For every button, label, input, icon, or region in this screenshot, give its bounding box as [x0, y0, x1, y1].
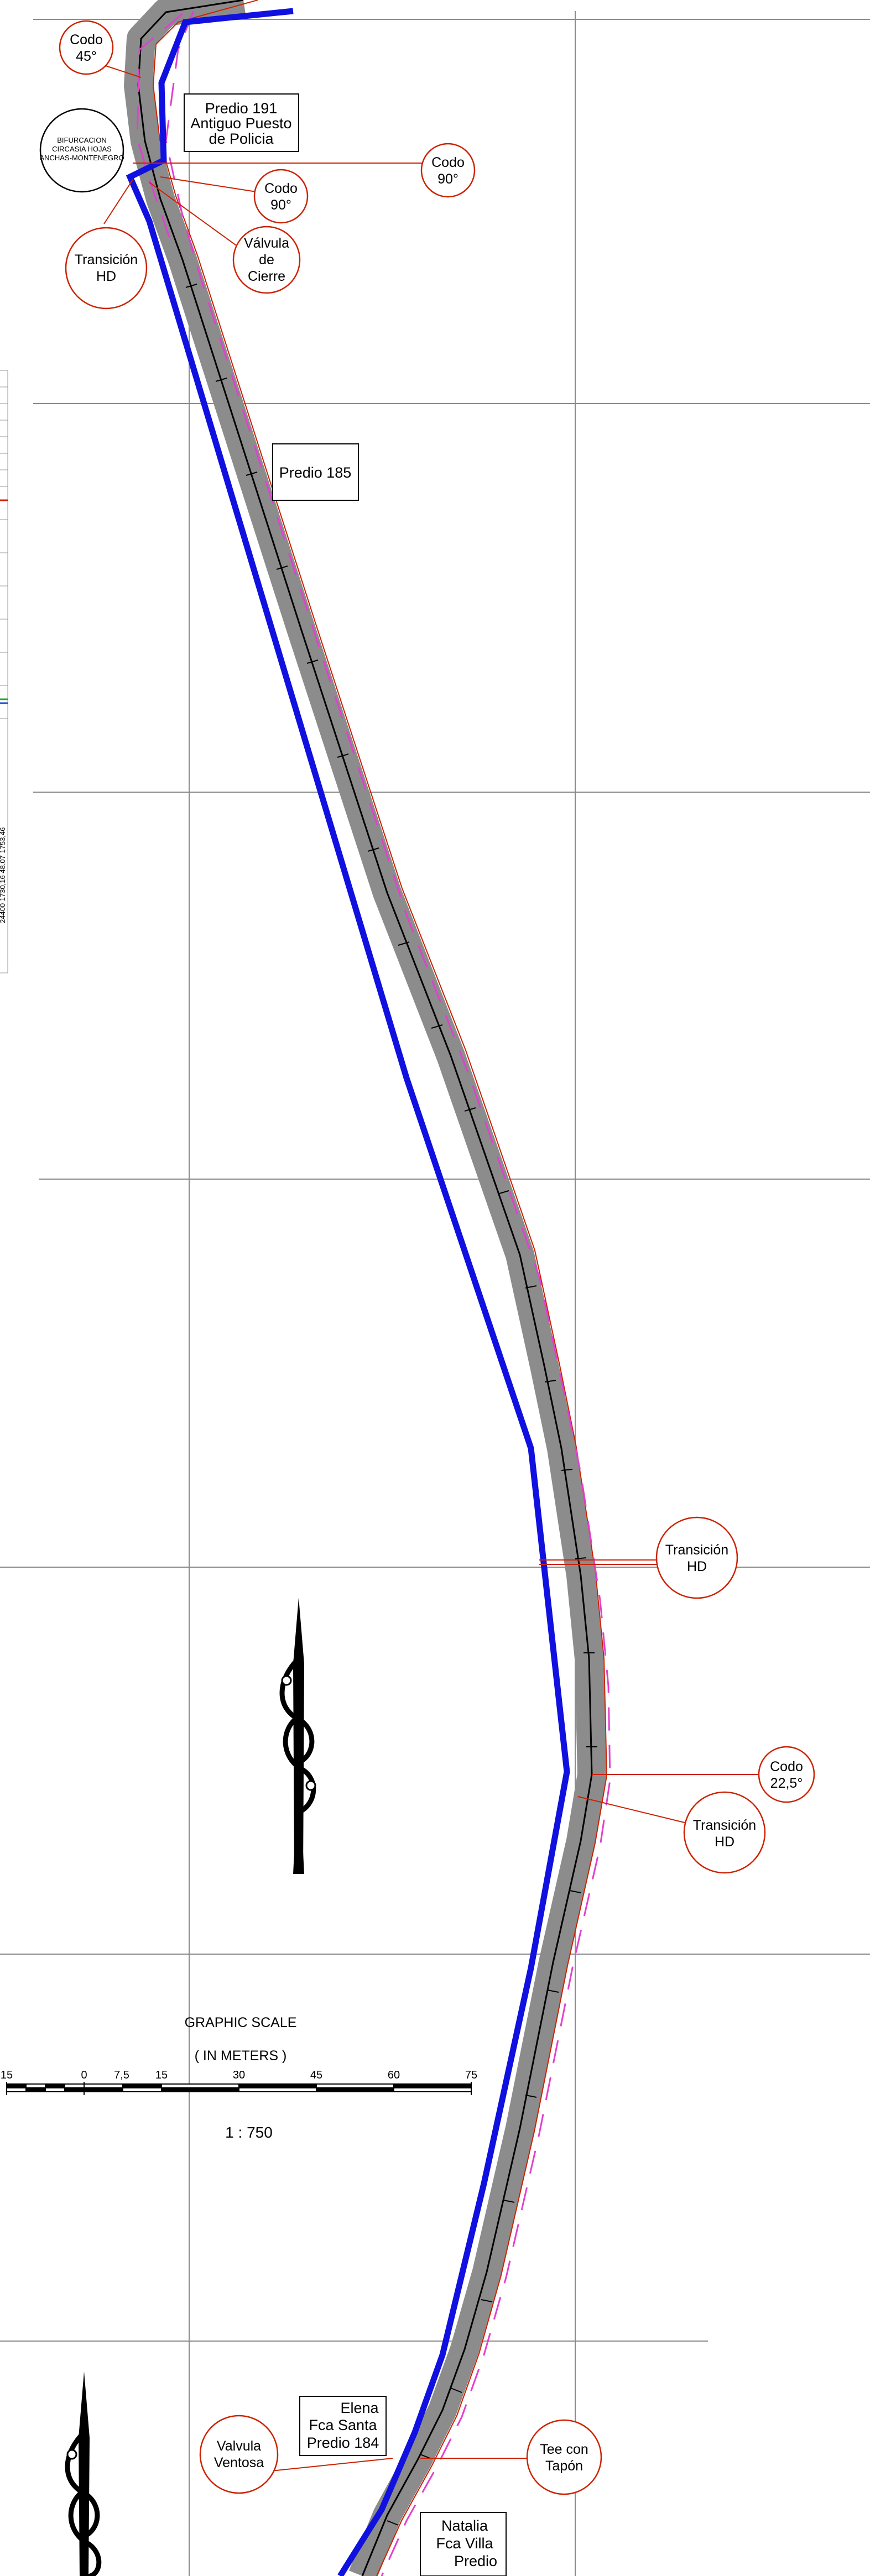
pipe-centerline: [137, 0, 593, 2576]
svg-text:Antiguo Puesto: Antiguo Puesto: [190, 115, 291, 132]
svg-text:75: 75: [465, 2069, 477, 2081]
svg-text:1 : 750: 1 : 750: [225, 2124, 273, 2141]
svg-text:30: 30: [233, 2069, 245, 2081]
label-predio-191: Predio 191 Antiguo Puesto de Policia: [184, 93, 299, 152]
svg-text:Codo: Codo: [264, 181, 298, 196]
svg-text:de Policia: de Policia: [209, 130, 274, 147]
svg-text:Natalia: Natalia: [441, 2517, 488, 2534]
svg-text:Codo: Codo: [431, 155, 465, 170]
callout-tee-tapon: Tee con Tapón: [526, 2419, 602, 2495]
graphic-scale: GRAPHIC SCALE ( IN METERS ) 15 0 7,5 15 …: [1, 2015, 477, 2141]
bifurcation-circle: BIFURCACION CIRCASIA HOJAS ANCHAS-MONTEN…: [39, 108, 124, 193]
svg-text:ANCHAS-MONTENEGRO: ANCHAS-MONTENEGRO: [39, 154, 124, 162]
svg-text:HD: HD: [96, 269, 116, 284]
corridor-edge-red: [152, 0, 608, 2576]
pipe-corridor-band: [124, 0, 606, 2576]
svg-text:15: 15: [155, 2069, 168, 2081]
profile-table-fragment: [0, 370, 8, 973]
callout-valvula-ventosa: Valvula Ventosa: [199, 2415, 279, 2494]
svg-text:Transición: Transición: [693, 1818, 756, 1833]
label-predio-184: Elena Fca Santa Predio 184: [299, 2396, 387, 2456]
svg-text:Transición: Transición: [75, 252, 138, 268]
svg-text:22,5°: 22,5°: [770, 1776, 803, 1791]
svg-text:Elena: Elena: [340, 2400, 379, 2416]
svg-text:de: de: [259, 252, 274, 268]
svg-text:Tapón: Tapón: [545, 2458, 583, 2474]
callout-transicion-low: Transición HD: [683, 1791, 766, 1874]
callout-codo-90-mid: Codo 90°: [253, 169, 309, 224]
svg-text:( IN METERS ): ( IN METERS ): [195, 2048, 287, 2064]
svg-text:15: 15: [1, 2069, 13, 2081]
svg-text:90°: 90°: [437, 171, 459, 187]
svg-text:45: 45: [310, 2069, 322, 2081]
svg-text:60: 60: [388, 2069, 400, 2081]
svg-text:HD: HD: [715, 1834, 734, 1850]
svg-text:Predio 191: Predio 191: [205, 100, 278, 117]
svg-text:Fca Santa: Fca Santa: [309, 2417, 377, 2433]
svg-text:Ventosa: Ventosa: [214, 2455, 264, 2470]
svg-text:Valvula: Valvula: [217, 2438, 261, 2454]
svg-text:Codo: Codo: [70, 32, 103, 48]
svg-text:7,5: 7,5: [114, 2069, 129, 2081]
svg-text:Predio 184: Predio 184: [307, 2434, 379, 2451]
label-predio-185: Predio 185: [272, 443, 359, 501]
svg-text:Predio 185: Predio 185: [279, 464, 352, 481]
svg-text:BIFURCACION: BIFURCACION: [57, 136, 107, 144]
svg-text:0: 0: [81, 2069, 87, 2081]
blue-alternate-route: [126, 8, 570, 2576]
callout-leaders: [103, 65, 763, 2472]
svg-text:Predio: Predio: [454, 2553, 497, 2569]
svg-text:90°: 90°: [270, 197, 291, 213]
scale-tick-labels: 15 0 7,5 15 30 45 60 75: [1, 2069, 477, 2081]
svg-text:Tee con: Tee con: [540, 2442, 588, 2457]
svg-text:HD: HD: [687, 1559, 707, 1574]
svg-text:45°: 45°: [76, 49, 97, 64]
callout-codo-22-5: Codo 22,5°: [758, 1746, 815, 1803]
svg-text:Codo: Codo: [770, 1759, 803, 1774]
station-ticks: [185, 284, 597, 2526]
north-arrow-icon: [279, 1598, 316, 1874]
callout-transicion-top: Transición HD: [65, 227, 148, 310]
svg-text:CIRCASIA HOJAS: CIRCASIA HOJAS: [52, 145, 112, 153]
label-natalia: Natalia Fca Villa Predio: [420, 2512, 507, 2576]
svg-text:Fca Villa: Fca Villa: [436, 2535, 493, 2552]
callout-valvula-cierre: Válvula de Cierre: [232, 226, 301, 294]
north-arrow-icon-lower: [65, 2371, 102, 2576]
callout-codo-90-right: Codo 90°: [420, 143, 476, 198]
svg-text:Transición: Transición: [665, 1542, 728, 1558]
offset-line-right: [165, 11, 611, 2576]
callout-transicion-mid: Transición HD: [655, 1516, 738, 1599]
callout-codo-45: Codo 45°: [59, 20, 114, 75]
svg-text:GRAPHIC SCALE: GRAPHIC SCALE: [185, 2015, 297, 2030]
svg-text:Cierre: Cierre: [248, 269, 285, 284]
profile-side-text: 24400 1730,16 48.07 1753,46: [0, 827, 7, 923]
svg-text:Válvula: Válvula: [244, 235, 289, 251]
scale-bar: [6, 2082, 472, 2095]
